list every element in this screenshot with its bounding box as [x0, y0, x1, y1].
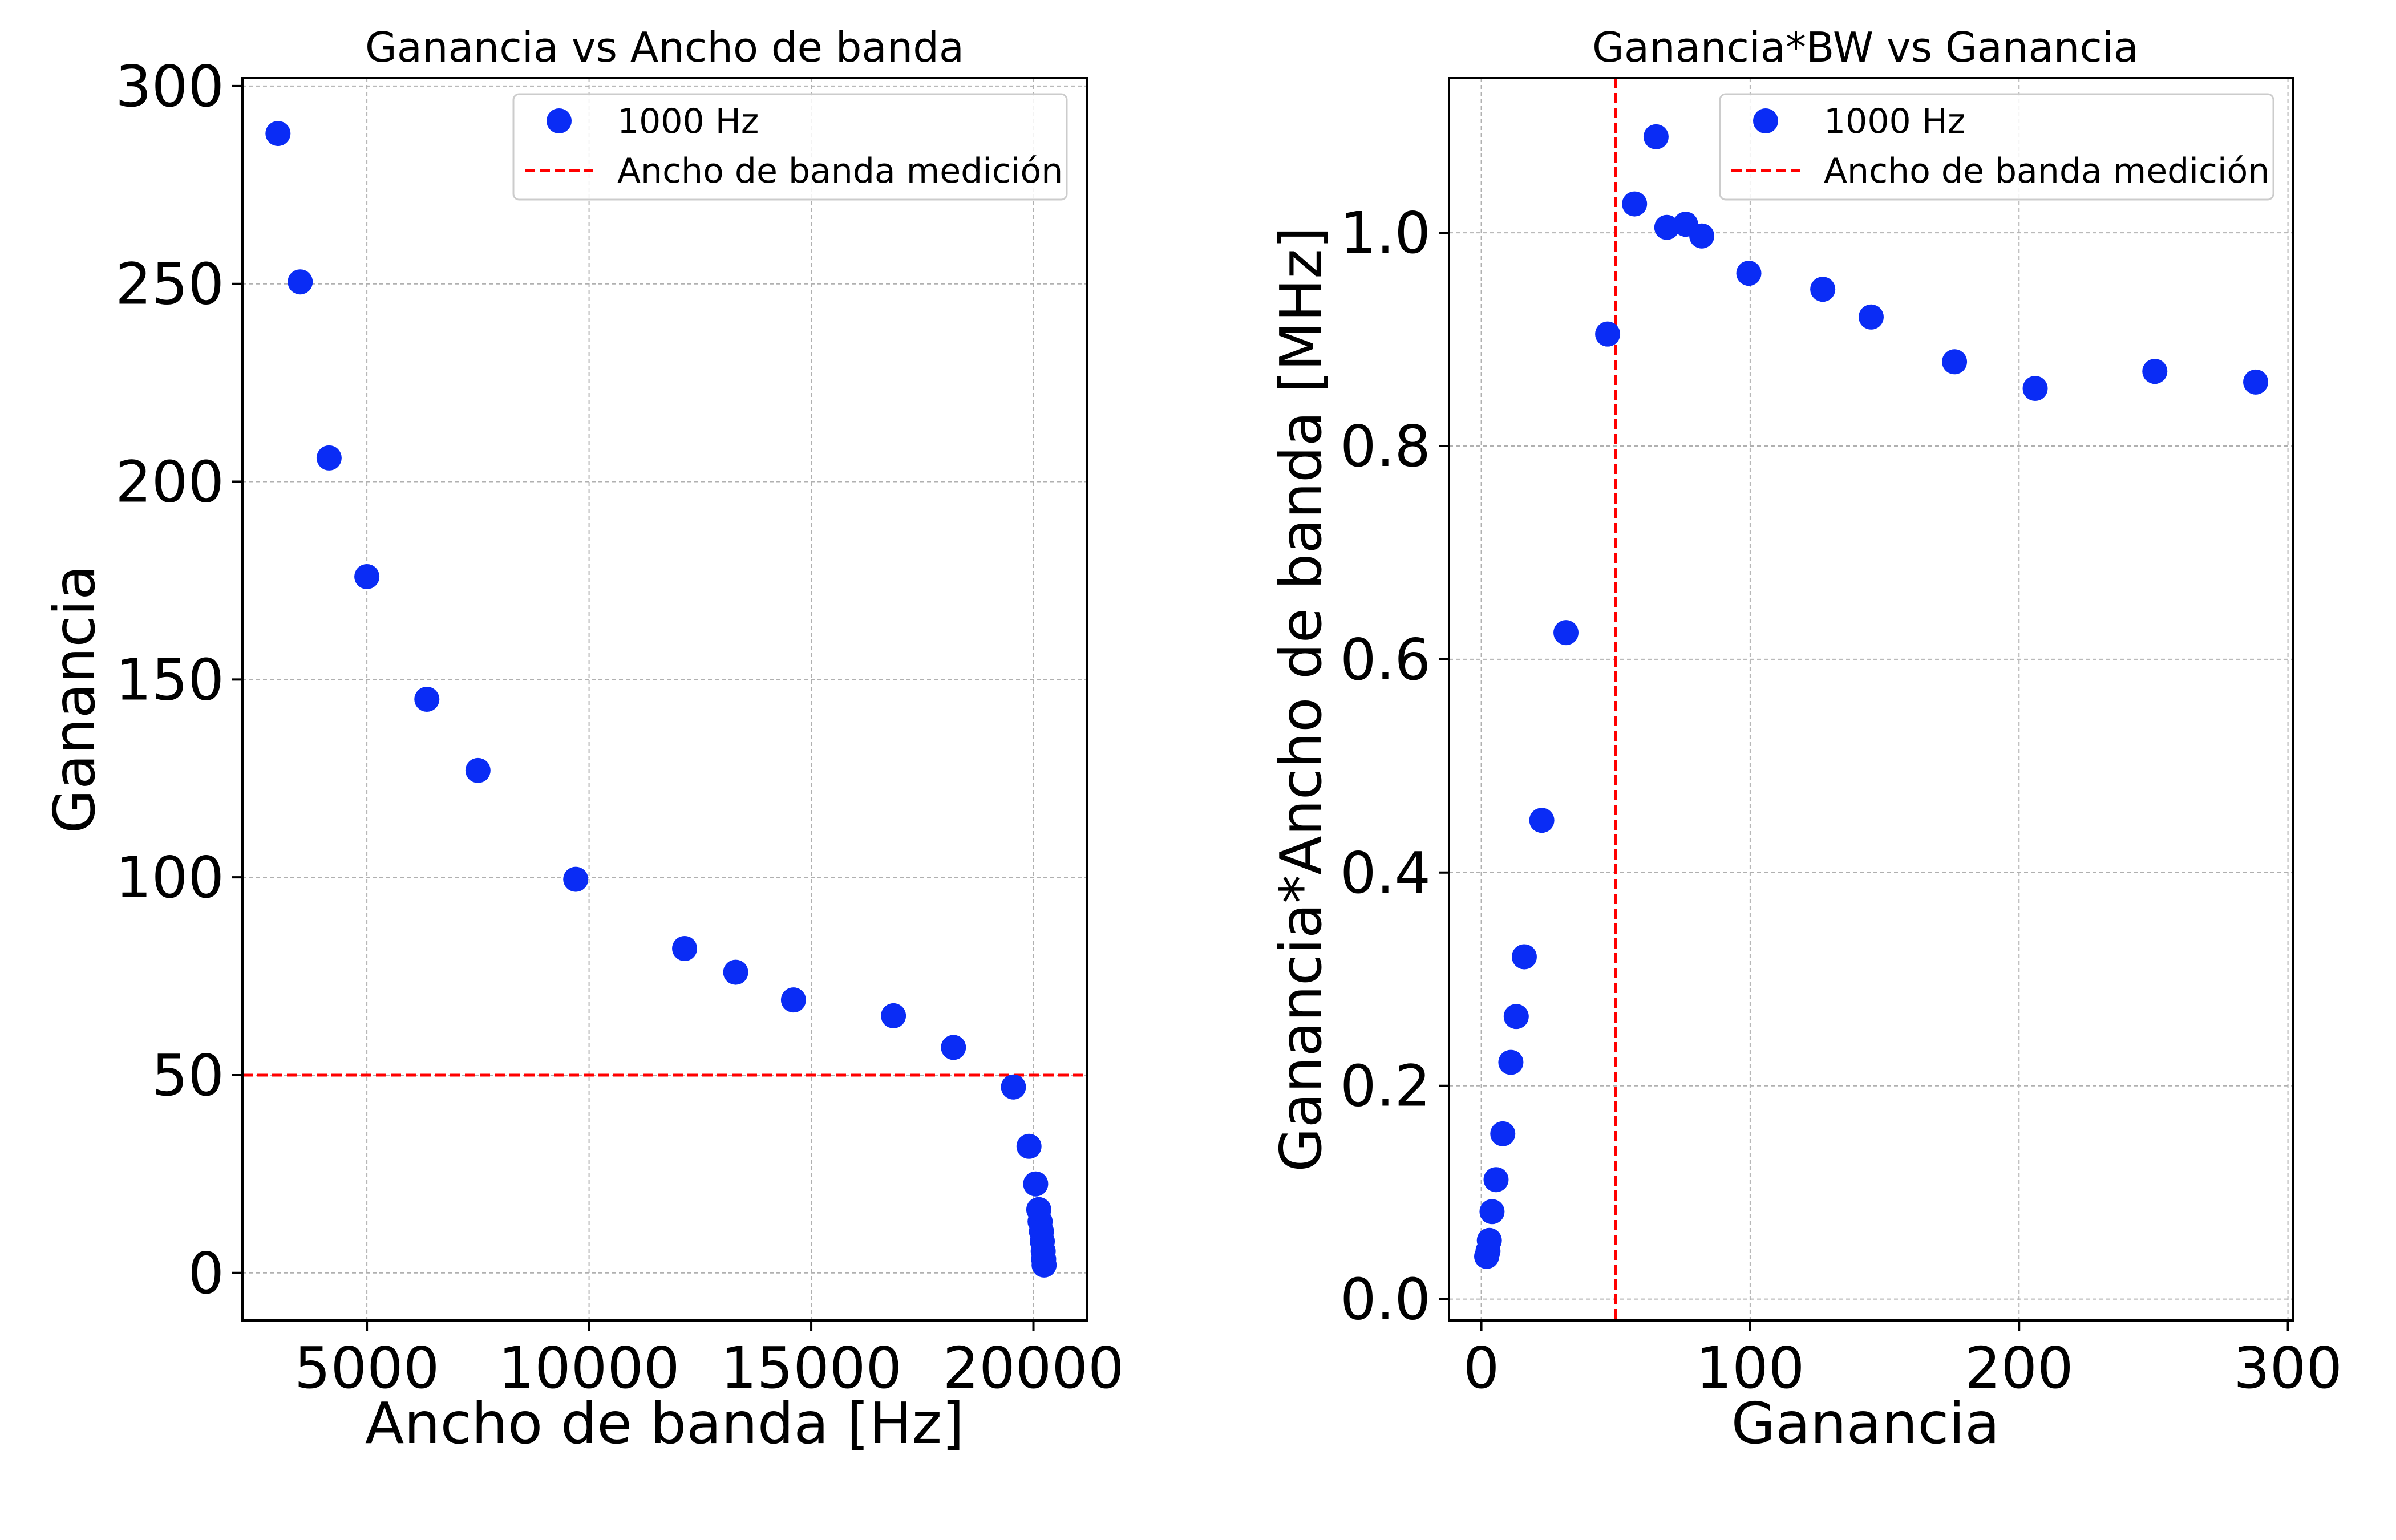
- legend-series-label: 1000 Hz: [617, 102, 759, 141]
- data-point: [2243, 369, 2269, 395]
- data-point: [563, 866, 589, 892]
- chart-right-xlabel: Ganancia: [1731, 1390, 2000, 1457]
- data-point: [1736, 261, 1762, 286]
- data-point: [2142, 359, 2168, 384]
- data-point: [288, 269, 313, 295]
- y-tick-label: 0.6: [1340, 626, 1431, 693]
- y-tick-label: 0.8: [1340, 413, 1431, 480]
- chart-right-ylabel: Ganancia*Ancho de banda [MHz]: [1268, 226, 1334, 1172]
- chart-left-title: Ganancia vs Ancho de banda: [365, 23, 964, 71]
- data-point: [1031, 1252, 1057, 1278]
- data-point: [1553, 620, 1579, 646]
- x-tick-label: 200: [1965, 1335, 2074, 1401]
- y-tick-label: 150: [115, 646, 224, 713]
- y-tick-label: 100: [115, 844, 224, 911]
- data-point: [1476, 1227, 1502, 1253]
- data-point: [1942, 349, 1968, 375]
- x-tick-label: 0: [1463, 1335, 1500, 1401]
- chart-right-yticks: 0.0 0.2 0.4 0.6 0.8 1.0: [1340, 200, 1449, 1333]
- data-point: [414, 687, 440, 712]
- y-tick-label: 50: [152, 1042, 224, 1109]
- legend-refline-label: Ancho de banda medición: [617, 151, 1063, 191]
- y-tick-label: 300: [115, 53, 224, 120]
- data-point: [1483, 1167, 1509, 1193]
- legend-frame: [512, 93, 1068, 201]
- x-tick-label: 300: [2233, 1335, 2342, 1401]
- data-point: [1859, 304, 1884, 330]
- data-point: [2022, 376, 2048, 402]
- data-point: [1490, 1121, 1516, 1146]
- data-point: [1016, 1133, 1042, 1159]
- data-point: [1503, 1004, 1529, 1030]
- data-point: [723, 959, 748, 985]
- chart-right-title: Ganancia*BW vs Ganancia: [1592, 23, 2139, 71]
- legend-marker-point: [547, 108, 572, 133]
- chart-right-frame: [1448, 77, 2294, 1322]
- data-point: [1023, 1171, 1049, 1197]
- legend-frame: [1719, 93, 2274, 201]
- y-tick-label: 0.2: [1340, 1053, 1431, 1120]
- chart-right-points: [1474, 124, 2269, 1269]
- chart-left-yticks: 0 50 100 150 200 250 300: [115, 53, 242, 1307]
- chart-left: Ganancia vs Ancho de banda 5000 10000 1500…: [41, 23, 1124, 1457]
- data-point: [465, 757, 491, 783]
- chart-right: Ganancia*BW vs Ganancia 0 100 200 300 0.00.…: [1268, 23, 2342, 1457]
- data-point: [780, 987, 806, 1013]
- y-tick-label: 250: [115, 251, 224, 318]
- chart-right-xticks: 0 100 200 300: [1463, 1320, 2342, 1401]
- data-point: [265, 121, 291, 147]
- y-tick-label: 1.0: [1340, 200, 1431, 266]
- x-tick-label: 5000: [294, 1335, 440, 1401]
- y-tick-label: 0: [188, 1240, 224, 1307]
- y-tick-label: 0.0: [1340, 1266, 1431, 1333]
- data-point: [1654, 214, 1679, 240]
- data-point: [881, 1003, 906, 1028]
- x-tick-label: 15000: [721, 1335, 902, 1401]
- chart-right-legend: 1000 Hz Ancho de banda medición: [1719, 93, 2274, 201]
- x-tick-label: 20000: [942, 1335, 1124, 1401]
- chart-left-points: [265, 121, 1057, 1278]
- data-point: [941, 1035, 966, 1060]
- data-point: [1622, 191, 1648, 217]
- y-tick-label: 0.4: [1340, 840, 1431, 906]
- data-point: [1511, 944, 1537, 970]
- chart-left-ylabel: Ganancia: [41, 565, 108, 834]
- data-point: [1498, 1049, 1524, 1075]
- data-point: [1689, 223, 1715, 249]
- legend-series-label: 1000 Hz: [1824, 102, 1965, 141]
- data-point: [1810, 277, 1836, 302]
- data-point: [672, 935, 698, 961]
- x-tick-label: 100: [1695, 1335, 1804, 1401]
- data-point: [1643, 124, 1669, 149]
- data-point: [354, 564, 380, 589]
- chart-left-frame: [241, 77, 1088, 1322]
- y-tick-label: 200: [115, 449, 224, 516]
- legend-refline-label: Ancho de banda medición: [1824, 151, 2269, 191]
- data-point: [1001, 1074, 1026, 1100]
- chart-left-xlabel: Ancho de banda [Hz]: [365, 1390, 964, 1457]
- legend-marker-point: [1753, 108, 1778, 133]
- data-point: [1595, 321, 1621, 347]
- data-point: [1529, 808, 1555, 833]
- data-point: [1479, 1199, 1505, 1225]
- data-point: [316, 445, 342, 471]
- chart-left-xticks: 5000 10000 15000 20000: [294, 1320, 1124, 1401]
- x-tick-label: 10000: [499, 1335, 680, 1401]
- chart-left-legend: 1000 Hz Ancho de banda medición: [512, 93, 1068, 201]
